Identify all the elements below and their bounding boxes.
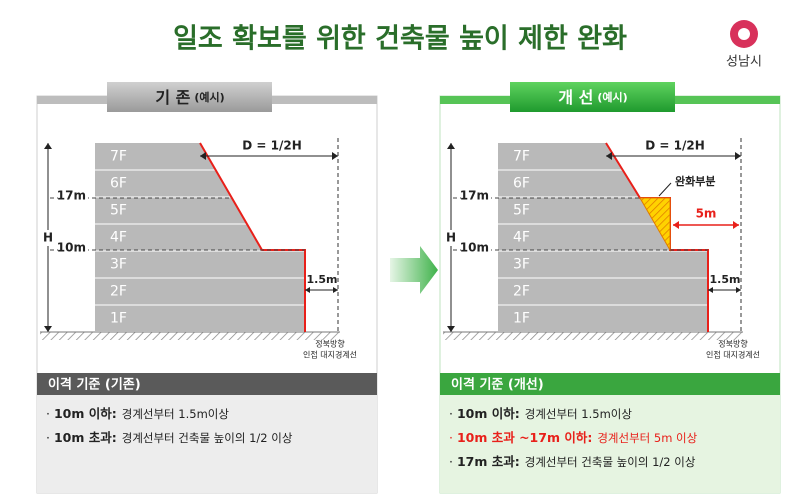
gap-label: 1.5m [710,273,741,286]
criteria-title: 이격 기준 (기존) [48,377,141,393]
bullet: · [449,430,457,445]
criteria-text: 경계선부터 1.5m이상 [122,407,230,421]
floor-label: 3F [110,257,127,273]
label-bg [444,230,458,246]
ground [40,332,340,340]
building [498,143,708,332]
criteria-item: · 17m 초과: 경계선부터 건축물 높이의 1/2 이상 [449,454,696,469]
h-label: H [446,231,456,245]
label-bg [461,190,491,204]
floor-label: 5F [513,203,530,219]
floor-label: 7F [110,149,127,165]
bullet: · [449,406,457,421]
floor-label: 6F [513,176,530,192]
criteria-term: 10m 이하: [457,406,520,421]
direction-label: 정북방향 [315,339,345,349]
ground [443,332,743,340]
tab-note: (예시) [597,90,627,104]
h10-label: 10m [57,241,86,255]
h10-label: 10m [460,241,489,255]
criteria-header [37,373,377,395]
criteria-term: 10m 초과 ~17m 이하: [457,430,592,445]
criteria-body [440,395,780,493]
relaxed-leader [658,182,672,197]
tab-note: (예시) [194,90,224,104]
criteria-text: 경계선부터 5m 이상 [597,431,697,445]
logo: 성남시 [726,20,762,70]
label-bg [58,242,88,256]
bullet: · [449,454,457,469]
floor-label: 4F [110,230,127,246]
floor-label: 1F [110,311,127,327]
label-bg [58,190,88,204]
building [95,143,305,332]
criteria-item: · 10m 초과: 경계선부터 건축물 높이의 1/2 이상 [46,430,293,445]
h17-label: 17m [460,189,489,203]
floor-label: 4F [513,230,530,246]
criteria-header [440,373,780,395]
floor-label: 7F [513,149,530,165]
h17-label: 17m [57,189,86,203]
criteria-item: · 10m 이하: 경계선부터 1.5m이상 [449,406,632,421]
criteria-term: 17m 초과: [457,454,520,469]
relaxed-label: 완화부분 [675,174,715,188]
criteria-item: · 10m 이하: 경계선부터 1.5m이상 [46,406,229,421]
criteria-term: 10m 이하: [54,406,117,421]
criteria-title: 이격 기준 (개선) [451,377,544,393]
tab-title: 기 존 [155,88,190,107]
boundary-label: 인접 대지경계선 [303,350,357,360]
tab [107,82,272,112]
tab-label: 개 선 (예시) [558,88,627,107]
relaxed-area [639,197,671,252]
d-label: D = 1/2H [242,139,302,153]
label-bg [41,230,55,246]
gap-label: 1.5m [307,273,338,286]
d-label: D = 1/2H [645,139,705,153]
floor-label: 5F [110,203,127,219]
criteria-term: 10m 초과: [54,430,117,445]
criteria-text: 경계선부터 건축물 높이의 1/2 이상 [122,431,293,445]
logo-mark-inner [738,28,750,40]
relaxed-gap-label: 5m [696,207,717,221]
tab-title: 개 선 [558,88,593,107]
tab [510,82,675,112]
bullet: · [46,430,54,445]
bullet: · [46,406,54,421]
h-label: H [43,231,53,245]
criteria-body [37,395,377,493]
criteria-text: 경계선부터 1.5m이상 [525,407,633,421]
floor-label: 6F [110,176,127,192]
direction-label: 정북방향 [718,339,748,349]
criteria-text: 경계선부터 건축물 높이의 1/2 이상 [525,455,696,469]
floor-label: 1F [513,311,530,327]
criteria-item: · 10m 초과 ~17m 이하: 경계선부터 5m 이상 [449,430,698,445]
logo-text: 성남시 [726,55,762,70]
label-bg [461,242,491,256]
tab-label: 기 존 (예시) [155,88,224,107]
floor-label: 2F [110,284,127,300]
boundary-label: 인접 대지경계선 [706,350,760,360]
floor-label: 2F [513,284,530,300]
transition-arrow [390,246,438,294]
title: 일조 확보를 위한 건축물 높이 제한 완화 [173,24,627,55]
floor-label: 3F [513,257,530,273]
